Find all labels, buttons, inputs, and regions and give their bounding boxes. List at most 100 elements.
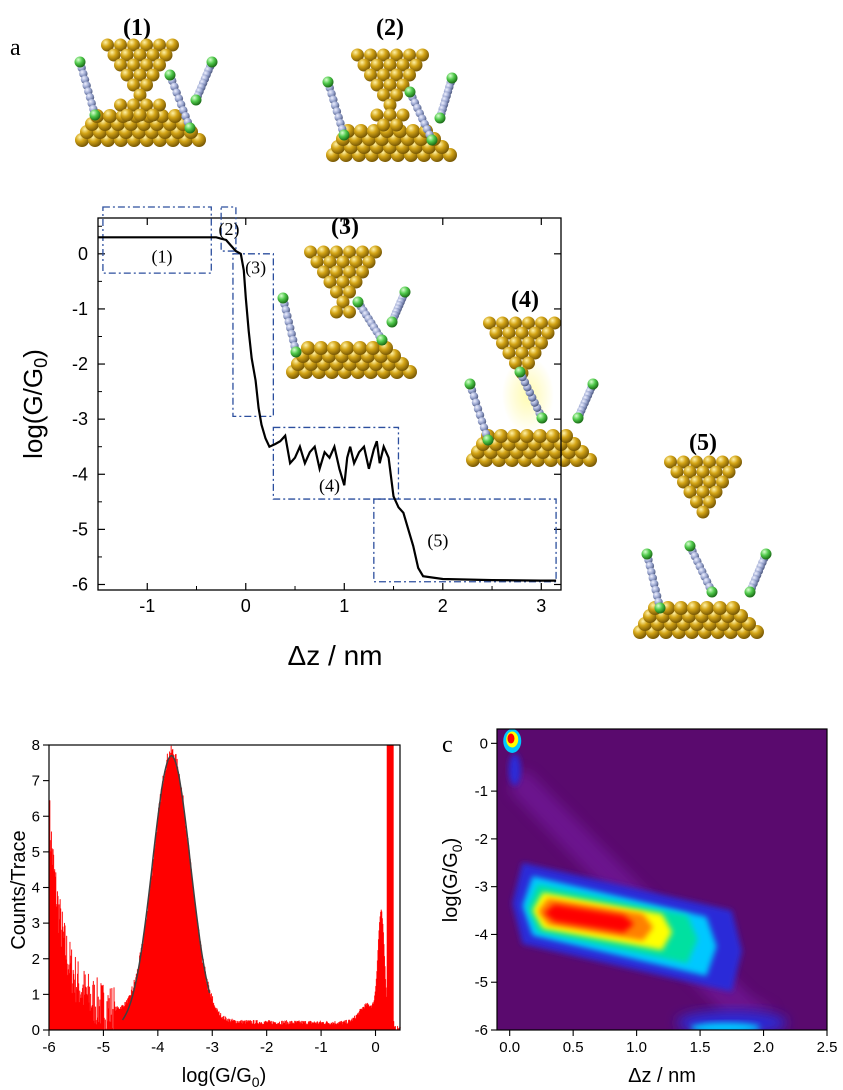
atom [464, 378, 476, 390]
atom [483, 316, 496, 330]
histogram-x-axis-label: log(G/G0) [182, 1065, 267, 1090]
illustration-label: (2) [376, 15, 404, 41]
illustration-5: (5) [633, 430, 772, 639]
atom [729, 455, 742, 469]
atom [670, 465, 684, 479]
illustration-2: (2) [322, 15, 458, 162]
atom [403, 48, 416, 62]
atom [323, 275, 337, 289]
trace-x-tick-label: 2 [438, 596, 448, 616]
atom [353, 341, 367, 355]
heatmap-x-tick-label: 2.0 [753, 1039, 774, 1056]
trace-x-tick-label: -1 [139, 596, 155, 616]
atom [522, 356, 535, 370]
atom [502, 346, 516, 360]
atom [409, 58, 423, 72]
atom [364, 68, 377, 82]
trace-region-box-3 [232, 253, 274, 418]
atom [133, 88, 147, 102]
atom [509, 356, 522, 370]
atom [317, 245, 330, 259]
atom [559, 429, 573, 443]
atom [127, 98, 140, 112]
atom [434, 112, 446, 124]
atom [107, 48, 121, 62]
trace-x-tick-label: 0 [241, 596, 251, 616]
atom [290, 346, 302, 358]
atom [383, 98, 397, 112]
atom [661, 601, 675, 615]
histogram-y-tick-label: 3 [32, 915, 40, 932]
atom [89, 109, 101, 121]
heatmap-bottom-core [690, 1022, 761, 1030]
atom [496, 316, 509, 330]
atom [383, 78, 397, 92]
atom [396, 108, 410, 122]
atom [641, 548, 653, 560]
atom [716, 455, 729, 469]
atom [690, 495, 703, 509]
atom [101, 38, 114, 52]
atom [114, 38, 127, 52]
histogram-y-tick-label: 1 [32, 986, 40, 1003]
atom [709, 485, 723, 499]
histogram-y-tick-label: 0 [32, 1022, 40, 1039]
heatmap-y-tick-label: -3 [475, 879, 488, 896]
trace-x-tick-label: 1 [339, 596, 349, 616]
atom [489, 326, 503, 340]
atom [133, 48, 147, 62]
histogram-gaussian-fit [121, 754, 211, 1021]
illustration-1: (1) [74, 15, 218, 147]
trace-annotations: (1) (2)(3) (4) (5) [152, 219, 449, 551]
atom [399, 286, 411, 298]
atom [396, 58, 410, 72]
atom [103, 109, 117, 123]
trace-annotation-5: (5) [427, 530, 448, 551]
histogram-y-tick-label: 4 [32, 880, 40, 897]
atom [528, 346, 542, 360]
atom [146, 68, 160, 82]
histogram-y-tick-label: 8 [32, 737, 40, 754]
atom [352, 296, 364, 308]
atom [533, 429, 547, 443]
atom [336, 255, 350, 269]
heatmap-y-tick-label: -4 [475, 926, 488, 943]
atom [390, 88, 403, 102]
atom [323, 255, 337, 269]
atom [536, 412, 548, 424]
trace-y-ticks: 0 -1 -2 -3 -4 -5 -6 [72, 225, 561, 594]
atom [362, 255, 376, 269]
atom [146, 108, 160, 122]
atom [709, 465, 723, 479]
atom [696, 485, 710, 499]
atom [164, 69, 176, 81]
trace-y-tick-label: -2 [72, 354, 88, 374]
atom [509, 316, 522, 330]
histogram-chart: -6 -5 -4 -3 -2 -1 0 0 1 2 3 4 5 6 7 8 log(G/G0) Counts… [8, 737, 401, 1090]
atom [376, 334, 388, 346]
atom [515, 326, 529, 340]
atom [190, 94, 202, 106]
atom [703, 475, 716, 489]
heatmap-y-tick-label: -1 [475, 783, 488, 800]
heatmap-x-ticks: 0.0 0.5 1.0 1.5 2.0 2.5 [499, 1030, 837, 1056]
atom [127, 58, 140, 72]
atom [206, 56, 218, 68]
atom [713, 601, 727, 615]
atom [541, 326, 555, 340]
atom [370, 108, 384, 122]
histogram-y-tick-label: 2 [32, 951, 40, 968]
atom [377, 68, 390, 82]
trace-x-axis-label: Δz / nm [288, 640, 383, 671]
atom [370, 78, 384, 92]
atom [528, 326, 542, 340]
atom [404, 86, 416, 98]
atom [674, 601, 688, 615]
atom [310, 255, 324, 269]
atom [166, 38, 179, 52]
atom [683, 465, 697, 479]
trace-y-axis-label: log(G/G0) [18, 349, 51, 459]
atom [133, 68, 147, 82]
atom [343, 305, 356, 319]
panel-label-c: c [442, 732, 453, 758]
